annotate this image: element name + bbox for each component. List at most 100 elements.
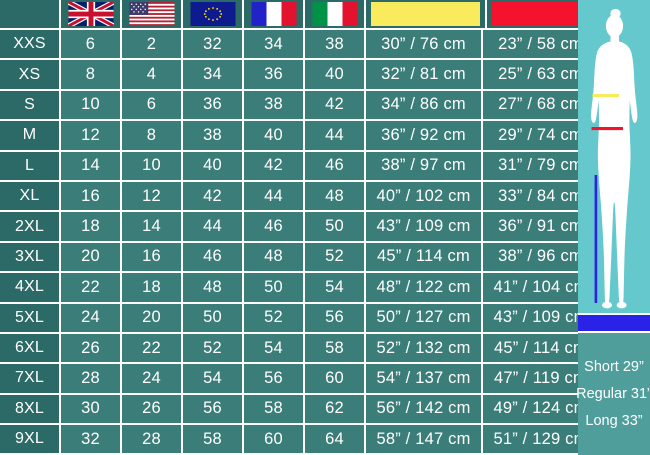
cell-it: 40 <box>305 60 364 89</box>
us-flag-icon <box>129 2 175 26</box>
waist-measure-line <box>591 127 623 131</box>
cell-us: 26 <box>122 394 181 424</box>
cell-size: 5XL <box>0 303 59 332</box>
table-row: 2XL 18 14 44 46 50 43” / 109 cm 36” / 91 cm <box>0 212 598 242</box>
cell-eu: 58 <box>183 425 242 454</box>
cell-bust: 38” / 97 cm <box>366 151 481 180</box>
cell-bust: 34” / 86 cm <box>366 90 481 120</box>
header-cell-uk <box>61 0 120 28</box>
cell-uk: 24 <box>61 303 120 332</box>
table-row: 7XL 28 24 54 56 60 54” / 137 cm 47” / 119 cm <box>0 364 598 394</box>
table-row: M 12 8 38 40 44 36” / 92 cm 29” / 74 cm <box>0 121 598 151</box>
cell-us: 6 <box>122 90 181 120</box>
cell-eu: 54 <box>183 364 242 393</box>
cell-bust: 58” / 147 cm <box>366 425 481 454</box>
cell-eu: 48 <box>183 273 242 302</box>
cell-fr: 34 <box>244 30 303 59</box>
header-cell-it <box>305 0 364 28</box>
table-row: 9XL 32 28 58 60 64 58” / 147 cm 51” / 129 cm <box>0 425 598 455</box>
cell-fr: 44 <box>244 181 303 211</box>
cell-us: 12 <box>122 181 181 211</box>
cell-fr: 50 <box>244 273 303 302</box>
cell-it: 60 <box>305 364 364 393</box>
table-row: XXS 6 2 32 34 38 30” / 76 cm 23” / 58 cm <box>0 30 598 60</box>
cell-eu: 40 <box>183 151 242 180</box>
france-flag-icon <box>251 2 297 26</box>
cell-eu: 50 <box>183 303 242 332</box>
header-cell-blank <box>0 0 59 28</box>
cell-size: S <box>0 90 59 120</box>
header-cell-fr <box>244 0 303 28</box>
cell-uk: 16 <box>61 181 120 211</box>
cell-uk: 10 <box>61 90 120 120</box>
cell-us: 10 <box>122 151 181 180</box>
cell-bust: 43” / 109 cm <box>366 212 481 241</box>
cell-bust: 52” / 132 cm <box>366 333 481 363</box>
cell-fr: 42 <box>244 151 303 180</box>
cell-it: 44 <box>305 121 364 150</box>
header-cell-bust <box>366 0 485 28</box>
cell-size: 2XL <box>0 212 59 241</box>
table-body: XXS 6 2 32 34 38 30” / 76 cm 23” / 58 cm XS 8 4 34 3… <box>0 30 598 455</box>
cell-bust: 36” / 92 cm <box>366 121 481 150</box>
cell-fr: 60 <box>244 425 303 454</box>
cell-it: 64 <box>305 425 364 454</box>
cell-uk: 28 <box>61 364 120 393</box>
cell-fr: 52 <box>244 303 303 332</box>
cell-bust: 40” / 102 cm <box>366 181 481 211</box>
table-row: 6XL 26 22 52 54 58 52” / 132 cm 45” / 114 cm <box>0 333 598 364</box>
cell-fr: 58 <box>244 394 303 424</box>
cell-uk: 8 <box>61 60 120 89</box>
cell-us: 18 <box>122 273 181 302</box>
cell-eu: 38 <box>183 121 242 150</box>
bust-measure-line <box>592 94 619 98</box>
cell-size: XXS <box>0 30 59 59</box>
cell-uk: 32 <box>61 425 120 454</box>
table-row: XS 8 4 34 36 40 32” / 81 cm 25” / 63 cm <box>0 60 598 90</box>
cell-eu: 36 <box>183 90 242 120</box>
table-row: 3XL 20 16 46 48 52 45” / 114 cm 38” / 96 cm <box>0 242 598 273</box>
cell-us: 4 <box>122 60 181 89</box>
cell-fr: 36 <box>244 60 303 89</box>
cell-bust: 30” / 76 cm <box>366 30 481 59</box>
inseam-measure-line <box>594 175 598 303</box>
cell-it: 52 <box>305 242 364 272</box>
uk-flag-icon <box>67 2 114 26</box>
cell-uk: 12 <box>61 121 120 150</box>
cell-bust: 50” / 127 cm <box>366 303 481 332</box>
cell-bust: 54” / 137 cm <box>366 364 481 393</box>
cell-uk: 20 <box>61 242 120 272</box>
cell-eu: 34 <box>183 60 242 89</box>
female-body-figure <box>591 8 638 309</box>
cell-fr: 56 <box>244 364 303 393</box>
inseam-option-regular: Regular 31” <box>576 386 650 402</box>
cell-us: 14 <box>122 212 181 241</box>
cell-bust: 48” / 122 cm <box>366 273 481 302</box>
cell-uk: 22 <box>61 273 120 302</box>
cell-size: L <box>0 151 59 180</box>
cell-fr: 38 <box>244 90 303 120</box>
cell-it: 50 <box>305 212 364 241</box>
inseam-option-long: Long 33” <box>585 413 643 429</box>
cell-fr: 40 <box>244 121 303 150</box>
table-header-row <box>0 0 606 30</box>
cell-size: 9XL <box>0 425 59 454</box>
cell-size: 6XL <box>0 333 59 363</box>
cell-eu: 46 <box>183 242 242 272</box>
cell-size: 4XL <box>0 273 59 302</box>
inseam-option-short: Short 29” <box>584 359 644 375</box>
cell-fr: 46 <box>244 212 303 241</box>
cell-uk: 30 <box>61 394 120 424</box>
cell-it: 58 <box>305 333 364 363</box>
cell-uk: 26 <box>61 333 120 363</box>
inseam-color-bar <box>578 315 650 331</box>
cell-bust: 32” / 81 cm <box>366 60 481 89</box>
cell-it: 62 <box>305 394 364 424</box>
cell-it: 48 <box>305 181 364 211</box>
inseam-legend: Short 29” Regular 31” Long 33” <box>576 333 650 455</box>
cell-eu: 44 <box>183 212 242 241</box>
cell-size: 3XL <box>0 242 59 272</box>
cell-size: M <box>0 121 59 150</box>
cell-it: 38 <box>305 30 364 59</box>
